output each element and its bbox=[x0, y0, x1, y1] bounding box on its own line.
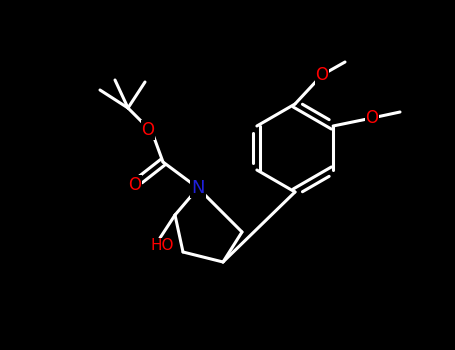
Text: O: O bbox=[142, 121, 155, 139]
Text: O: O bbox=[128, 176, 142, 194]
Text: O: O bbox=[315, 66, 329, 84]
Text: O: O bbox=[365, 109, 379, 127]
Text: HO: HO bbox=[150, 238, 174, 253]
Text: N: N bbox=[191, 179, 205, 197]
